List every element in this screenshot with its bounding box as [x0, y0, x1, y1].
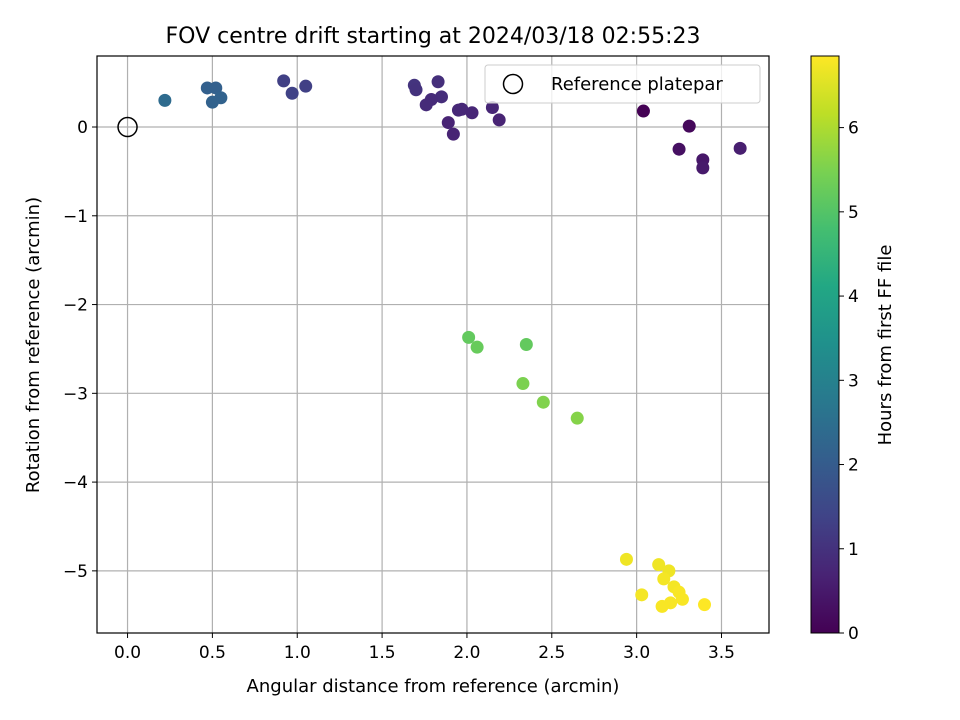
colorbar-tick-label: 4	[848, 287, 859, 307]
x-tick-label: 0.5	[199, 643, 226, 663]
plot-frame	[96, 55, 770, 634]
data-point	[516, 377, 530, 391]
data-point	[299, 79, 313, 93]
colorbar-frame	[810, 55, 840, 634]
y-axis: 0 −1 −2 −3 −4 −5	[63, 118, 97, 582]
y-tick-label: −4	[63, 473, 88, 493]
reference-point-layer	[117, 116, 138, 138]
colorbar-label: Hours from first FF file	[875, 245, 896, 446]
x-tick-label: 1.0	[284, 643, 311, 663]
data-point	[455, 102, 469, 116]
data-point	[485, 100, 499, 114]
data-point	[682, 119, 696, 133]
y-tick-label: −3	[63, 384, 88, 404]
x-tick-label: 2.0	[453, 643, 480, 663]
x-tick-label: 3.0	[623, 643, 650, 663]
data-point	[465, 106, 479, 120]
data-point	[446, 127, 460, 141]
data-point	[462, 330, 476, 344]
plot-background	[97, 56, 769, 633]
legend-label-reference: Reference platepar	[551, 74, 723, 95]
colorbar-tick-label: 1	[848, 540, 859, 560]
colorbar-ticks: 0 1 2 3 4 5 6	[839, 119, 859, 644]
y-axis-label: Rotation from reference (arcmin)	[23, 197, 44, 493]
x-axis: 0.0 0.5 1.0 1.5 2.0 2.5 3.0 3.5	[114, 633, 735, 663]
data-point	[441, 116, 455, 130]
data-point	[285, 86, 299, 100]
x-tick-label: 2.5	[538, 643, 565, 663]
data-point	[277, 74, 291, 88]
data-point	[657, 572, 671, 586]
colorbar-tick-label: 6	[848, 119, 859, 139]
colorbar-gradient	[811, 56, 839, 633]
plot-border	[96, 55, 770, 634]
data-point	[519, 338, 533, 351]
data-point	[158, 93, 172, 107]
y-tick-label: 0	[77, 118, 88, 138]
chart-title: FOV centre drift starting at 2024/03/18 …	[166, 24, 701, 49]
legend-marker-reference	[502, 73, 524, 95]
data-point	[655, 599, 669, 613]
x-tick-label: 3.5	[708, 643, 735, 663]
data-point	[619, 552, 633, 566]
data-point	[675, 592, 689, 606]
data-point	[214, 91, 228, 105]
y-tick-label: −1	[63, 207, 88, 227]
data-point	[652, 558, 666, 572]
data-point	[635, 588, 649, 602]
x-tick-label: 1.5	[369, 643, 396, 663]
data-point	[409, 83, 423, 97]
data-point	[733, 141, 747, 155]
y-tick-label: −5	[63, 562, 88, 582]
data-point	[696, 161, 710, 175]
data-point	[536, 395, 550, 409]
colorbar-tick-label: 0	[848, 624, 859, 644]
data-point	[672, 142, 686, 156]
colorbar: 0 1 2 3 4 5 6 Hours from first FF file	[810, 55, 896, 644]
reference-point-marker	[117, 116, 138, 138]
data-point	[470, 340, 484, 354]
x-tick-label: 0.0	[114, 643, 141, 663]
data-point	[636, 104, 650, 118]
data-point	[698, 598, 712, 612]
colorbar-tick-label: 3	[848, 371, 859, 391]
plot-area	[97, 56, 769, 633]
data-point	[492, 113, 506, 127]
data-point	[570, 411, 584, 425]
data-point	[209, 81, 223, 95]
scatter-series	[158, 74, 747, 613]
x-axis-label: Angular distance from reference (arcmin)	[247, 676, 620, 697]
data-point	[431, 75, 445, 89]
colorbar-tick-label: 5	[848, 203, 859, 223]
legend-box	[484, 64, 761, 104]
y-tick-label: −2	[63, 296, 88, 316]
legend: Reference platepar	[484, 64, 761, 104]
data-point	[434, 90, 448, 104]
colorbar-tick-label: 2	[848, 456, 859, 476]
data-point	[419, 98, 433, 112]
